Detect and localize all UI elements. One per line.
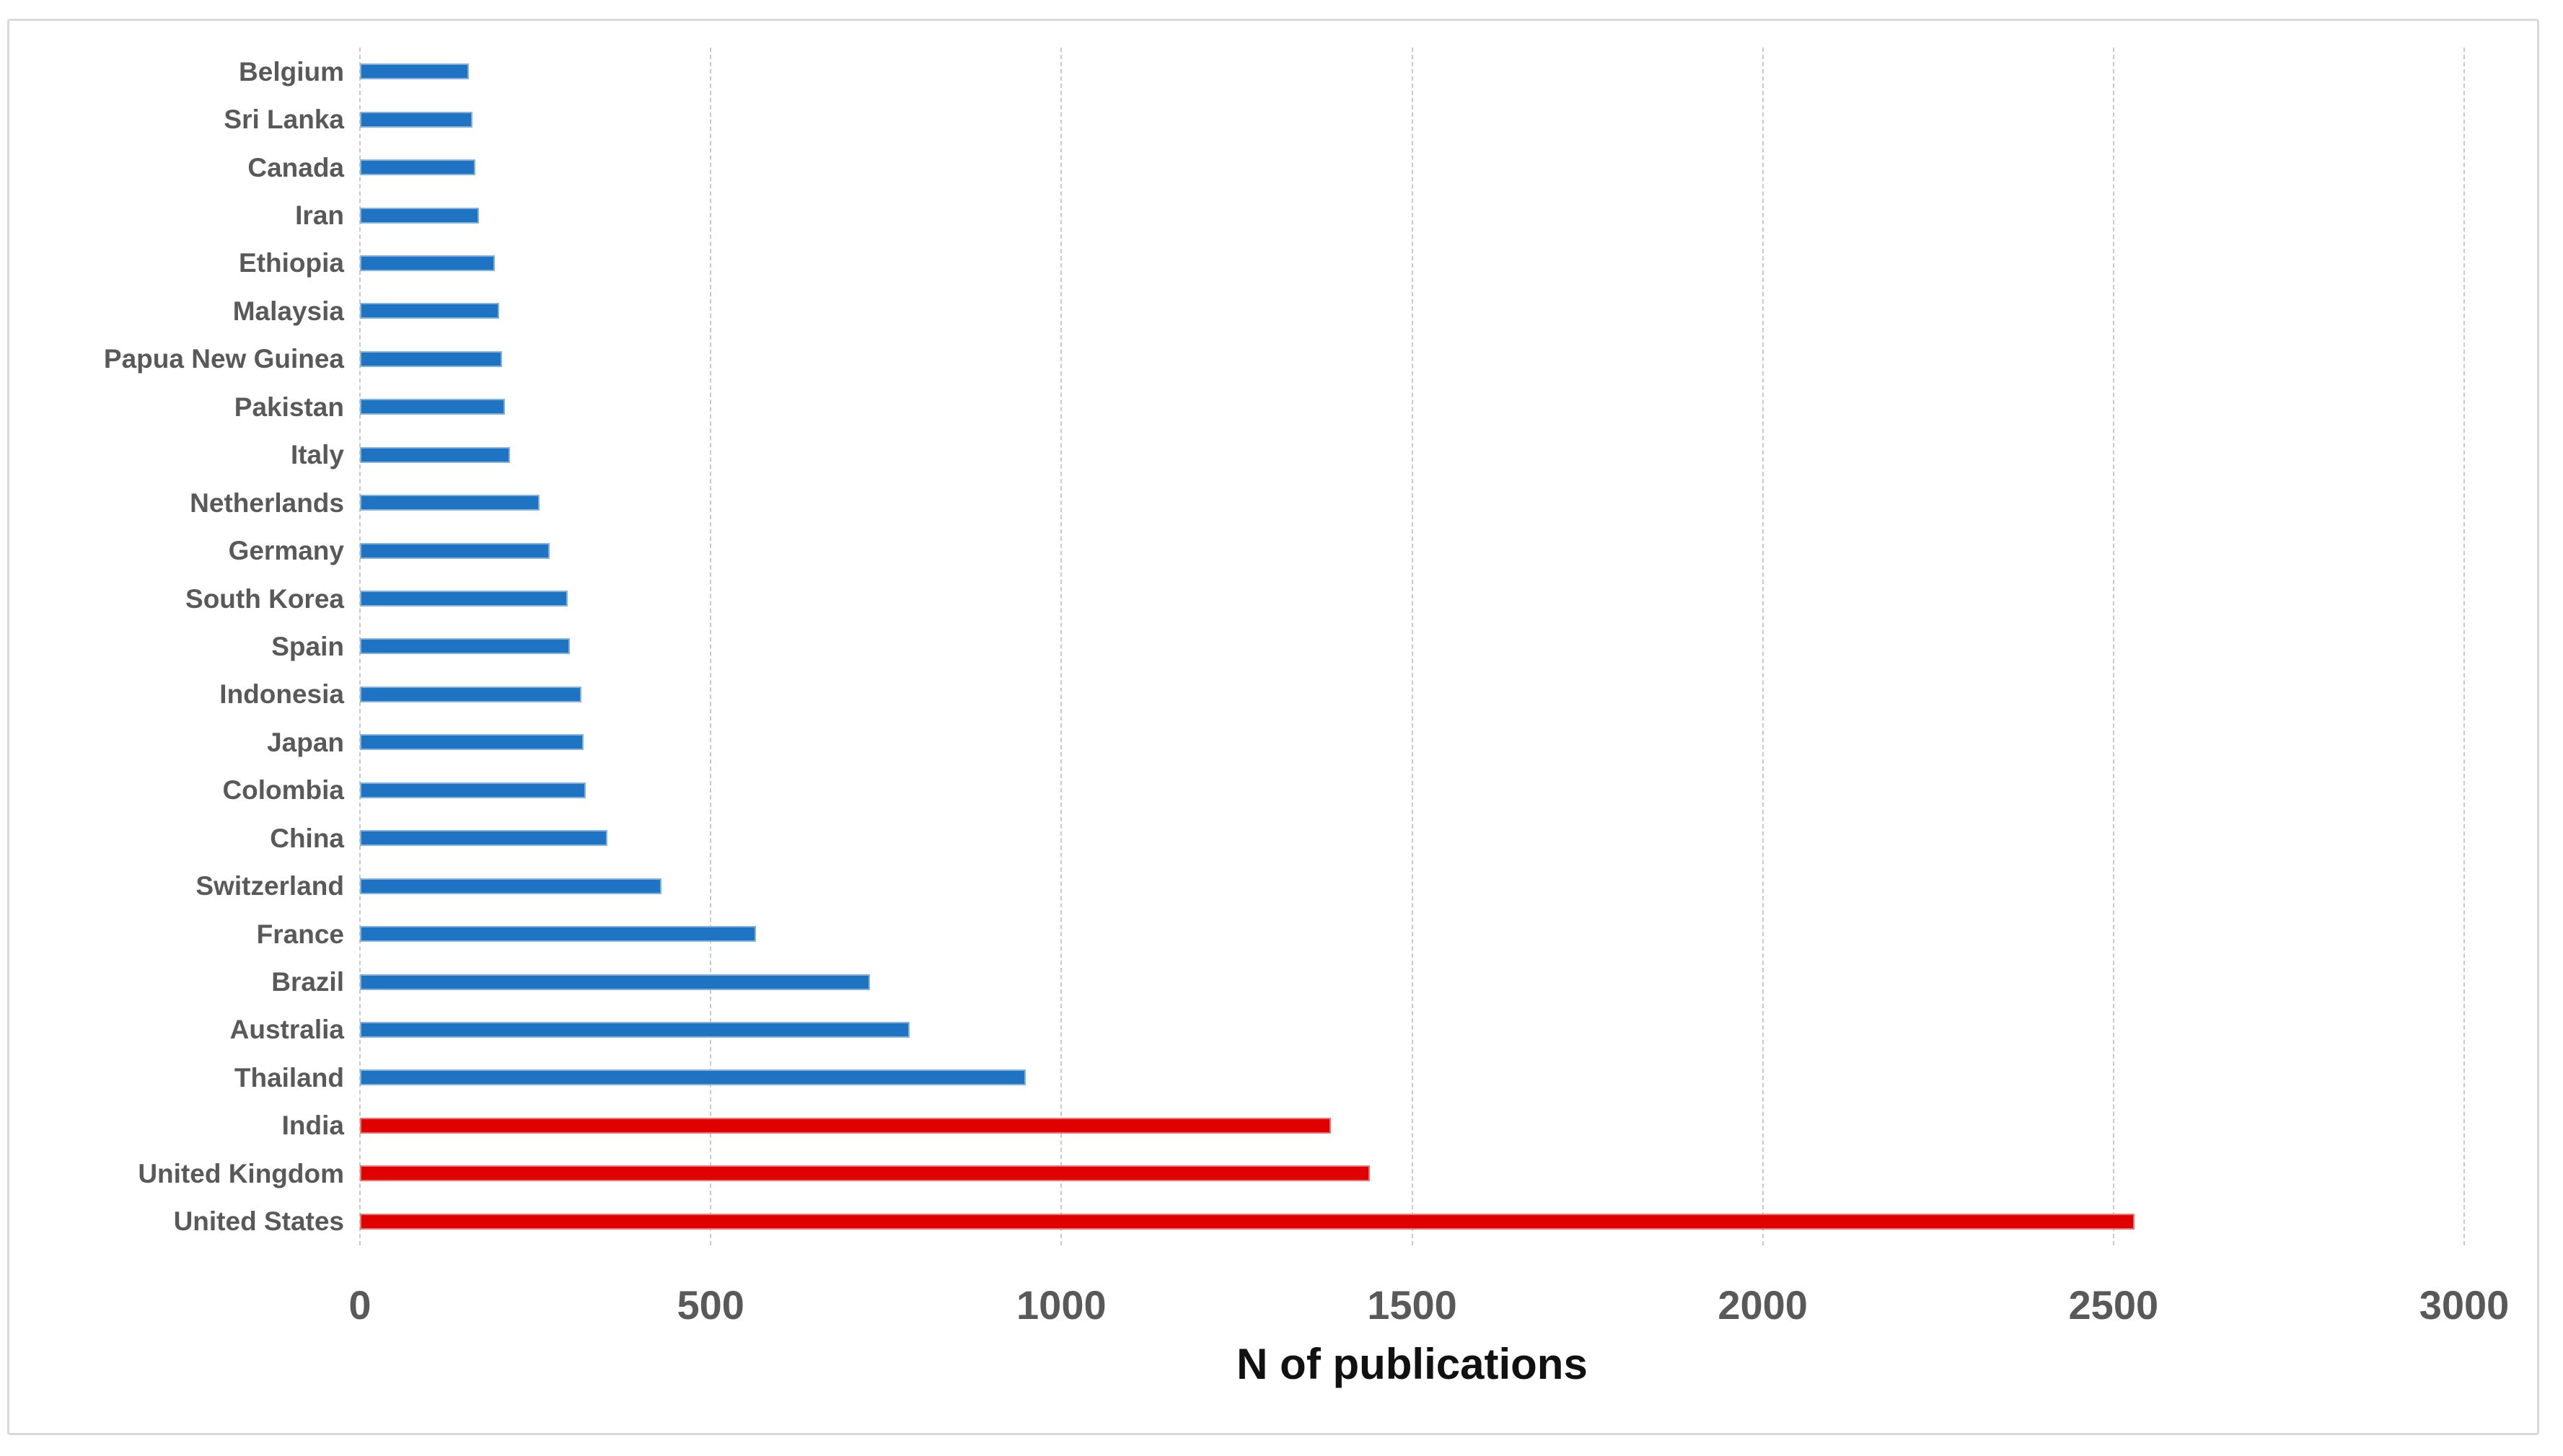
category-label: Indonesia bbox=[219, 679, 344, 710]
bar bbox=[360, 111, 472, 128]
bar-row: United Kingdom bbox=[0, 1150, 2563, 1197]
bar-row: South Korea bbox=[0, 575, 2563, 622]
category-label: Thailand bbox=[234, 1062, 344, 1093]
category-label: Pakistan bbox=[234, 392, 344, 422]
bar-row: Italy bbox=[0, 431, 2563, 479]
bar-row: Australia bbox=[0, 1006, 2563, 1054]
x-tick-label-2000: 2000 bbox=[1718, 1282, 1808, 1328]
bar bbox=[360, 591, 568, 607]
category-label: Japan bbox=[267, 727, 344, 757]
gridline-1500 bbox=[1411, 48, 1413, 1245]
x-axis-title: N of publications bbox=[1236, 1340, 1588, 1388]
bar-row: Switzerland bbox=[0, 862, 2563, 909]
gridline-3000 bbox=[2463, 48, 2465, 1245]
category-label: China bbox=[270, 823, 344, 853]
x-tick-label-0: 0 bbox=[348, 1282, 372, 1328]
category-label: Papua New Guinea bbox=[103, 344, 344, 374]
bar bbox=[360, 638, 570, 655]
category-label: Netherlands bbox=[190, 487, 344, 518]
bar bbox=[360, 303, 499, 319]
bar-row: Belgium bbox=[0, 48, 2563, 95]
bar bbox=[360, 399, 505, 415]
bar-row: India bbox=[0, 1102, 2563, 1150]
category-label: Brazil bbox=[271, 967, 344, 997]
category-label: Canada bbox=[247, 152, 344, 182]
gridline-500 bbox=[710, 48, 712, 1245]
bar-row: Colombia bbox=[0, 767, 2563, 814]
bar bbox=[360, 446, 510, 463]
category-label: United States bbox=[173, 1206, 344, 1237]
bar bbox=[360, 1165, 1370, 1182]
bar bbox=[360, 830, 607, 847]
bar bbox=[360, 1021, 910, 1038]
bar bbox=[360, 1117, 1331, 1134]
bar bbox=[360, 207, 479, 224]
category-label: Malaysia bbox=[232, 296, 344, 326]
bar bbox=[360, 350, 502, 367]
bar-row: United States bbox=[0, 1198, 2563, 1245]
bar bbox=[360, 1069, 1026, 1086]
bar-row: Spain bbox=[0, 622, 2563, 670]
bar-row: China bbox=[0, 814, 2563, 862]
bar-row: Malaysia bbox=[0, 287, 2563, 335]
bar bbox=[360, 686, 581, 702]
category-label: France bbox=[256, 919, 344, 949]
category-label: Australia bbox=[229, 1015, 344, 1045]
bar-row: Pakistan bbox=[0, 383, 2563, 431]
category-label: Sri Lanka bbox=[224, 105, 344, 135]
bar-row: Papua New Guinea bbox=[0, 335, 2563, 383]
category-label: Belgium bbox=[239, 56, 344, 87]
bar bbox=[360, 255, 495, 271]
x-tick-label-500: 500 bbox=[677, 1282, 744, 1328]
x-tick-label-1500: 1500 bbox=[1367, 1282, 1457, 1328]
bar bbox=[360, 542, 550, 559]
bar-row: Japan bbox=[0, 718, 2563, 766]
category-label: Ethiopia bbox=[239, 248, 344, 278]
bar bbox=[360, 878, 661, 894]
gridline-2500 bbox=[2112, 48, 2114, 1245]
chart-border bbox=[7, 19, 2539, 1435]
bar bbox=[360, 63, 469, 80]
category-label: Germany bbox=[228, 536, 344, 566]
category-label: Italy bbox=[290, 440, 344, 470]
category-label: Spain bbox=[271, 631, 344, 661]
category-label: Iran bbox=[295, 200, 344, 231]
bar bbox=[360, 495, 540, 511]
category-label: United Kingdom bbox=[138, 1158, 344, 1188]
x-tick-label-2500: 2500 bbox=[2068, 1282, 2159, 1328]
bar bbox=[360, 159, 475, 176]
bar bbox=[360, 734, 584, 751]
bar bbox=[360, 1213, 2135, 1230]
bars-layer: Belgium Sri Lanka Canada Iran Ethiopia Malays… bbox=[0, 48, 2563, 1245]
x-tick-label-3000: 3000 bbox=[2419, 1282, 2510, 1328]
category-label: India bbox=[281, 1111, 344, 1141]
bar-row: Netherlands bbox=[0, 479, 2563, 526]
bar-row: Indonesia bbox=[0, 671, 2563, 718]
bar-row: Sri Lanka bbox=[0, 95, 2563, 143]
gridline-2000 bbox=[1762, 48, 1764, 1245]
gridline-1000 bbox=[1060, 48, 1063, 1245]
bar bbox=[360, 926, 756, 943]
bar-row: Brazil bbox=[0, 958, 2563, 1005]
bar bbox=[360, 974, 870, 990]
category-label: Colombia bbox=[222, 775, 344, 806]
category-label: Switzerland bbox=[195, 871, 344, 901]
x-tick-label-1000: 1000 bbox=[1016, 1282, 1107, 1328]
bar-row: Thailand bbox=[0, 1054, 2563, 1101]
bar-row: Iran bbox=[0, 191, 2563, 239]
category-label: South Korea bbox=[185, 583, 344, 614]
bar-row: Canada bbox=[0, 144, 2563, 191]
bar-row: France bbox=[0, 910, 2563, 958]
bar-row: Ethiopia bbox=[0, 239, 2563, 287]
bar bbox=[360, 782, 586, 798]
bar-row: Germany bbox=[0, 526, 2563, 574]
